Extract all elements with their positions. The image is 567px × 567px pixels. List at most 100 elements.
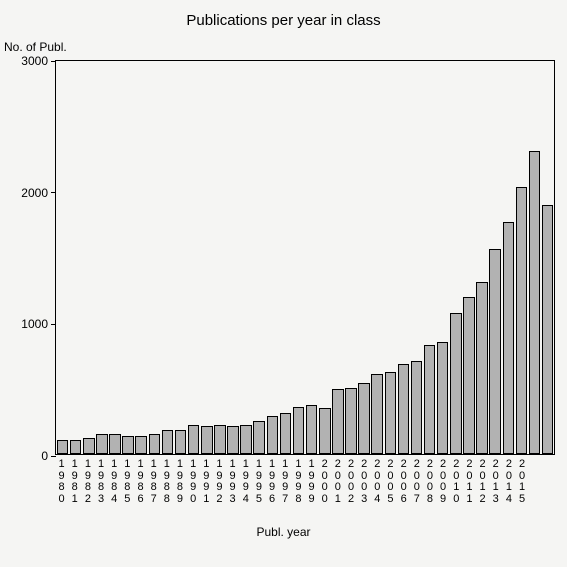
bar bbox=[371, 374, 383, 454]
bar-slot bbox=[541, 59, 554, 454]
y-axis-title: No. of Publ. bbox=[4, 40, 67, 54]
bar bbox=[345, 388, 357, 454]
x-tick-label: 1995 bbox=[252, 459, 265, 505]
bar bbox=[319, 408, 331, 454]
bar-slot bbox=[82, 59, 95, 454]
bar bbox=[162, 430, 174, 454]
x-tick-label: 1994 bbox=[239, 459, 252, 505]
x-axis-title: Publ. year bbox=[0, 525, 567, 539]
bar bbox=[135, 436, 147, 454]
plot-area: 0100020003000 bbox=[55, 60, 555, 455]
bar bbox=[437, 342, 449, 454]
y-tick bbox=[51, 456, 56, 457]
bar bbox=[293, 407, 305, 454]
x-tick-label: 2012 bbox=[476, 459, 489, 505]
x-tick-label: 2014 bbox=[502, 459, 515, 505]
x-tick-label: 1981 bbox=[68, 459, 81, 505]
x-tick-label: 1982 bbox=[81, 459, 94, 505]
y-tick-label: 2000 bbox=[21, 186, 48, 200]
x-tick-label: 1980 bbox=[55, 459, 68, 505]
bar-slot bbox=[489, 59, 502, 454]
bar bbox=[411, 361, 423, 454]
bar bbox=[201, 426, 213, 454]
bar bbox=[96, 434, 108, 454]
bar-slot bbox=[148, 59, 161, 454]
bar-slot bbox=[358, 59, 371, 454]
bar-slot bbox=[397, 59, 410, 454]
x-tick-label: 2009 bbox=[437, 459, 450, 505]
x-tick-label: 1992 bbox=[213, 459, 226, 505]
bar-slot bbox=[423, 59, 436, 454]
y-tick bbox=[51, 192, 56, 193]
bar-slot bbox=[436, 59, 449, 454]
x-tick-label: 2003 bbox=[358, 459, 371, 505]
x-tick-label: 1987 bbox=[147, 459, 160, 505]
x-tick-label: 2004 bbox=[371, 459, 384, 505]
bar-slot bbox=[174, 59, 187, 454]
bar bbox=[188, 425, 200, 454]
bar-slot bbox=[462, 59, 475, 454]
bar-slot bbox=[135, 59, 148, 454]
bar-slot bbox=[331, 59, 344, 454]
bar bbox=[358, 383, 370, 454]
x-tick-label: 1993 bbox=[226, 459, 239, 505]
x-tick-label: 1989 bbox=[173, 459, 186, 505]
bar-slot bbox=[69, 59, 82, 454]
bar bbox=[149, 434, 161, 454]
y-tick-label: 1000 bbox=[21, 317, 48, 331]
bar bbox=[542, 205, 554, 454]
bar-slot bbox=[213, 59, 226, 454]
bar bbox=[463, 297, 475, 454]
x-tick-label: 1986 bbox=[134, 459, 147, 505]
bar bbox=[109, 434, 121, 454]
bar-slot bbox=[292, 59, 305, 454]
x-tick-label: 1988 bbox=[160, 459, 173, 505]
x-tick-label: 2001 bbox=[331, 459, 344, 505]
bar-slot bbox=[476, 59, 489, 454]
bar bbox=[267, 416, 279, 454]
bar bbox=[240, 425, 252, 454]
bar bbox=[122, 436, 134, 454]
bar-slot bbox=[305, 59, 318, 454]
bar-slot bbox=[240, 59, 253, 454]
bar-slot bbox=[344, 59, 357, 454]
bar-slot bbox=[200, 59, 213, 454]
bar-slot bbox=[449, 59, 462, 454]
bar bbox=[83, 438, 95, 454]
bar-slot bbox=[502, 59, 515, 454]
bar-slot bbox=[318, 59, 331, 454]
x-tick-label: 1996 bbox=[266, 459, 279, 505]
bar bbox=[227, 426, 239, 454]
bar bbox=[332, 389, 344, 454]
bar-slot bbox=[279, 59, 292, 454]
x-tick-label: 1984 bbox=[108, 459, 121, 505]
bar-slot bbox=[515, 59, 528, 454]
bar bbox=[57, 440, 69, 454]
x-tick-label: 2013 bbox=[489, 459, 502, 505]
x-tick-label: 2006 bbox=[397, 459, 410, 505]
x-tick-label: 1999 bbox=[305, 459, 318, 505]
bar bbox=[476, 282, 488, 454]
chart-container: Publications per year in class No. of Pu… bbox=[0, 0, 567, 567]
bar bbox=[529, 151, 541, 454]
x-tick-label: 1990 bbox=[187, 459, 200, 505]
bar bbox=[175, 430, 187, 454]
bar bbox=[214, 425, 226, 454]
bar bbox=[516, 187, 528, 454]
bar-slot bbox=[266, 59, 279, 454]
x-tick-label: 1997 bbox=[279, 459, 292, 505]
bar bbox=[70, 440, 82, 454]
x-tick-label: 2015 bbox=[515, 459, 528, 505]
bar-slot bbox=[528, 59, 541, 454]
bar bbox=[306, 405, 318, 454]
bar bbox=[253, 421, 265, 454]
x-tick-label: 1998 bbox=[292, 459, 305, 505]
bar-slot bbox=[253, 59, 266, 454]
x-tick-labels: 1980198119821983198419851986198719881989… bbox=[55, 459, 555, 505]
bar-slot bbox=[410, 59, 423, 454]
y-tick-label: 3000 bbox=[21, 54, 48, 68]
y-tick-label: 0 bbox=[41, 449, 48, 463]
bar bbox=[489, 249, 501, 454]
y-tick bbox=[51, 324, 56, 325]
bar bbox=[385, 372, 397, 454]
